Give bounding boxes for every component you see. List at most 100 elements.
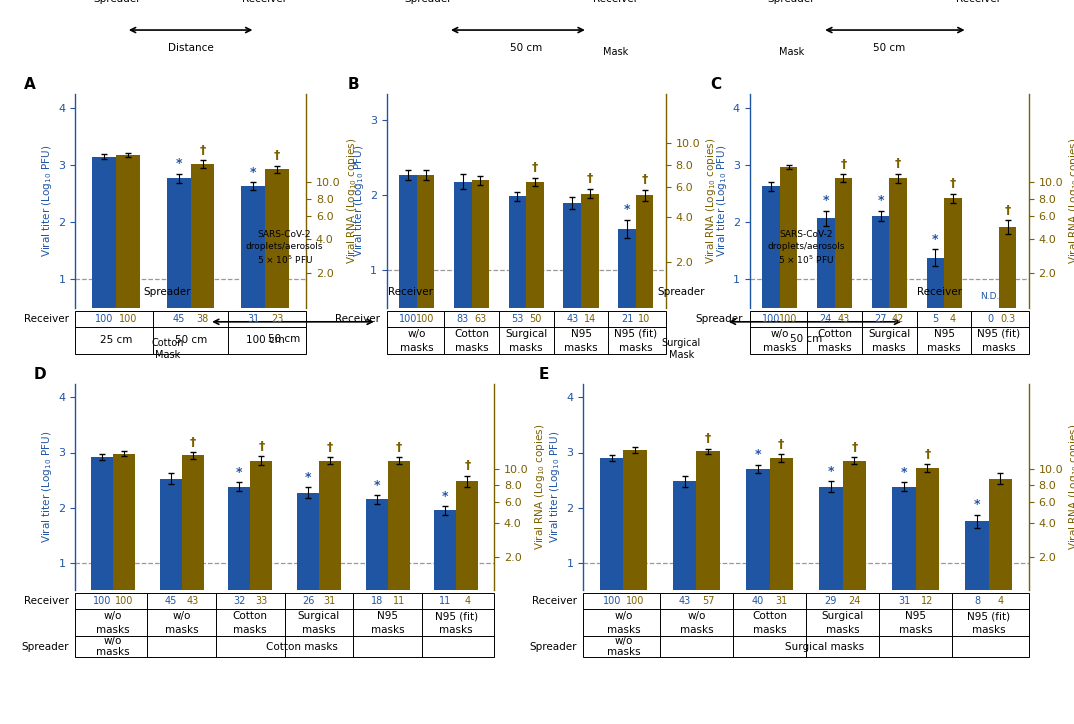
Bar: [780, 167, 797, 308]
Text: N95 (fit): N95 (fit): [435, 611, 478, 621]
Text: 45: 45: [173, 313, 185, 324]
Text: Cotton: Cotton: [817, 329, 852, 339]
Text: Cotton: Cotton: [233, 611, 267, 621]
Bar: [623, 450, 647, 590]
Text: †: †: [949, 177, 956, 190]
Text: 42: 42: [891, 313, 904, 324]
Bar: [160, 479, 182, 590]
Text: †: †: [840, 158, 846, 171]
Text: Spreader: Spreader: [21, 641, 69, 652]
Y-axis label: Viral RNA (Log$_{10}$ copies): Viral RNA (Log$_{10}$ copies): [345, 138, 359, 264]
Bar: [872, 216, 889, 308]
Text: masks: masks: [972, 625, 1005, 635]
Bar: [619, 229, 636, 308]
Text: 100: 100: [92, 596, 111, 606]
Text: 57: 57: [702, 596, 714, 606]
Text: D: D: [33, 366, 46, 382]
Text: w/o: w/o: [104, 611, 122, 621]
Bar: [365, 500, 388, 590]
Bar: [564, 203, 581, 308]
Bar: [636, 195, 653, 308]
Text: *: *: [250, 166, 257, 179]
Text: Receiver: Receiver: [593, 0, 638, 4]
Text: masks: masks: [400, 342, 434, 353]
Text: 18: 18: [371, 596, 382, 606]
Text: Cotton: Cotton: [752, 611, 787, 621]
Text: masks: masks: [509, 342, 543, 353]
Text: Receiver: Receiver: [24, 596, 69, 606]
Text: 10: 10: [638, 313, 651, 324]
Text: 21: 21: [621, 313, 634, 324]
Text: SARS-CoV-2
droplets/aerosols
5 × 10$^5$ PFU: SARS-CoV-2 droplets/aerosols 5 × 10$^5$ …: [246, 230, 323, 266]
Text: Receiver: Receiver: [24, 313, 69, 324]
Text: N95 (fit): N95 (fit): [614, 329, 657, 339]
Text: Surgical
Mask: Surgical Mask: [662, 338, 701, 360]
Text: Cotton masks: Cotton masks: [266, 641, 337, 652]
Bar: [966, 521, 989, 590]
Bar: [916, 468, 939, 590]
Text: 0: 0: [987, 313, 993, 324]
Bar: [191, 164, 215, 308]
Text: Spreader: Spreader: [696, 313, 743, 324]
Text: 100 cm: 100 cm: [246, 335, 285, 345]
Text: 43: 43: [837, 313, 850, 324]
Text: 53: 53: [511, 313, 524, 324]
Text: 31: 31: [775, 596, 787, 606]
Bar: [388, 460, 409, 590]
Text: masks: masks: [607, 625, 640, 635]
Text: 50 cm: 50 cm: [510, 43, 542, 53]
Text: *: *: [305, 471, 311, 484]
Text: Receiver: Receiver: [956, 0, 1001, 4]
Text: masks: masks: [619, 342, 653, 353]
Text: †: †: [326, 441, 333, 454]
Text: Spreader: Spreader: [768, 0, 815, 4]
Bar: [526, 182, 543, 308]
Text: w/o: w/o: [407, 329, 426, 339]
Text: 33: 33: [256, 596, 267, 606]
Text: 43: 43: [187, 596, 199, 606]
Text: 4: 4: [998, 596, 1003, 606]
Text: *: *: [374, 479, 380, 492]
Text: 100: 100: [780, 313, 798, 324]
Y-axis label: Viral titer (Log$_{10}$ PFU): Viral titer (Log$_{10}$ PFU): [548, 431, 562, 543]
Bar: [92, 157, 116, 308]
Text: masks: masks: [753, 625, 786, 635]
Text: †: †: [1004, 203, 1011, 216]
Bar: [242, 186, 265, 308]
Text: 100: 100: [603, 596, 621, 606]
Text: †: †: [925, 447, 930, 460]
Text: B: B: [348, 77, 359, 92]
Text: w/o: w/o: [687, 611, 706, 621]
Text: N95: N95: [377, 611, 398, 621]
Bar: [696, 451, 720, 590]
Text: Spreader: Spreader: [529, 641, 577, 652]
Text: †: †: [586, 172, 593, 185]
Text: 11: 11: [439, 596, 451, 606]
Bar: [763, 186, 780, 308]
Text: 4: 4: [949, 313, 956, 324]
Text: 27: 27: [874, 313, 887, 324]
Text: *: *: [442, 489, 449, 502]
Text: masks: masks: [454, 342, 489, 353]
Text: 100: 100: [417, 313, 435, 324]
Bar: [319, 460, 340, 590]
Text: 14: 14: [583, 313, 596, 324]
Text: N95: N95: [905, 611, 926, 621]
Bar: [834, 178, 852, 308]
Text: Receiver: Receiver: [917, 287, 962, 297]
Text: 31: 31: [247, 313, 259, 324]
Y-axis label: Viral RNA (Log$_{10}$ copies): Viral RNA (Log$_{10}$ copies): [1068, 138, 1074, 264]
Text: *: *: [877, 195, 884, 208]
Text: w/o: w/o: [614, 611, 633, 621]
Bar: [989, 479, 1012, 590]
Text: Surgical: Surgical: [505, 329, 548, 339]
Text: Cotton
Mask: Cotton Mask: [151, 338, 184, 360]
Text: N95: N95: [933, 329, 955, 339]
Text: Surgical: Surgical: [297, 611, 340, 621]
Bar: [769, 458, 793, 590]
Text: masks: masks: [97, 625, 130, 635]
Text: †: †: [851, 441, 857, 454]
Bar: [817, 218, 834, 308]
Bar: [673, 481, 696, 590]
Y-axis label: Viral titer (Log$_{10}$ PFU): Viral titer (Log$_{10}$ PFU): [351, 145, 365, 257]
